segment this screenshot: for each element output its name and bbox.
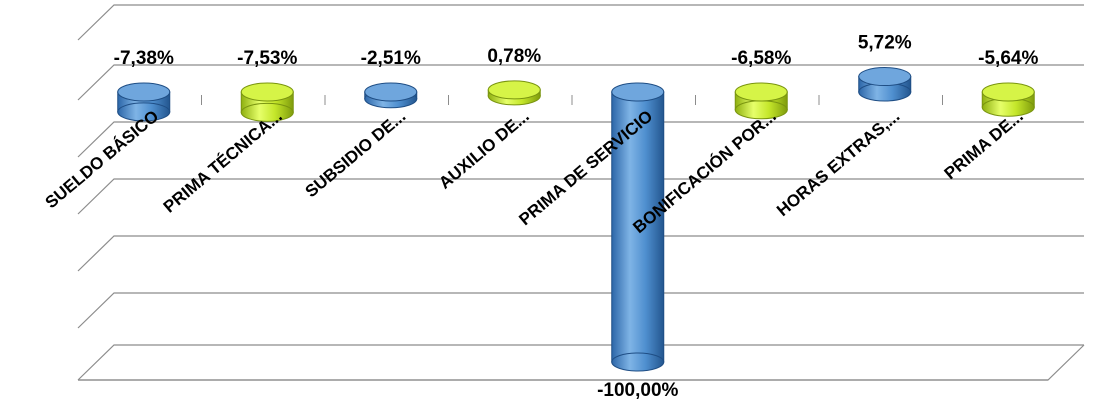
bar <box>487 80 541 106</box>
bar-cap <box>364 82 418 102</box>
bars <box>117 67 1035 372</box>
gridline <box>77 235 1084 272</box>
data-label: -5,64% <box>978 48 1038 69</box>
bar-base <box>611 352 665 372</box>
gridline <box>77 292 1084 329</box>
bar <box>734 82 788 120</box>
data-label: -7,38% <box>114 48 174 69</box>
bar-body <box>611 91 665 363</box>
bar-cap <box>117 82 171 102</box>
bar-base <box>240 102 294 122</box>
data-label: -2,51% <box>361 48 421 69</box>
gridline <box>77 64 1084 101</box>
category-label: SUELDO BÁSICO <box>42 107 163 213</box>
category-label: PRIMA DE... <box>941 107 1027 184</box>
bar-cap <box>734 82 788 102</box>
bar-cap <box>858 67 912 87</box>
data-label: -6,58% <box>731 48 791 69</box>
bar-base <box>117 102 171 122</box>
bar <box>240 82 294 122</box>
gridline <box>77 344 1084 381</box>
data-label: -100,00% <box>597 380 678 401</box>
category-ticks <box>201 95 943 105</box>
gridline <box>77 4 1084 41</box>
data-label: 5,72% <box>858 33 912 54</box>
bar-cap <box>240 82 294 102</box>
bar <box>364 82 418 109</box>
bar-cap <box>487 80 541 100</box>
bar-cap <box>981 82 1035 102</box>
data-label: 0,78% <box>487 46 541 67</box>
category-label: PRIMA TÉCNICA... <box>160 107 286 217</box>
category-label: HORAS EXTRAS,... <box>773 107 903 221</box>
data-label: -7,53% <box>237 48 297 69</box>
bar-cap <box>611 82 665 102</box>
bar <box>858 67 912 102</box>
bar <box>611 82 665 372</box>
category-label: SUBSIDIO DE... <box>302 107 410 202</box>
gridline <box>77 121 1084 158</box>
gridlines <box>77 4 1085 381</box>
bar <box>981 82 1035 117</box>
category-label: AUXILIO DE... <box>435 107 533 193</box>
gridline <box>77 178 1084 215</box>
gridline <box>78 344 1085 381</box>
bar <box>117 82 171 122</box>
